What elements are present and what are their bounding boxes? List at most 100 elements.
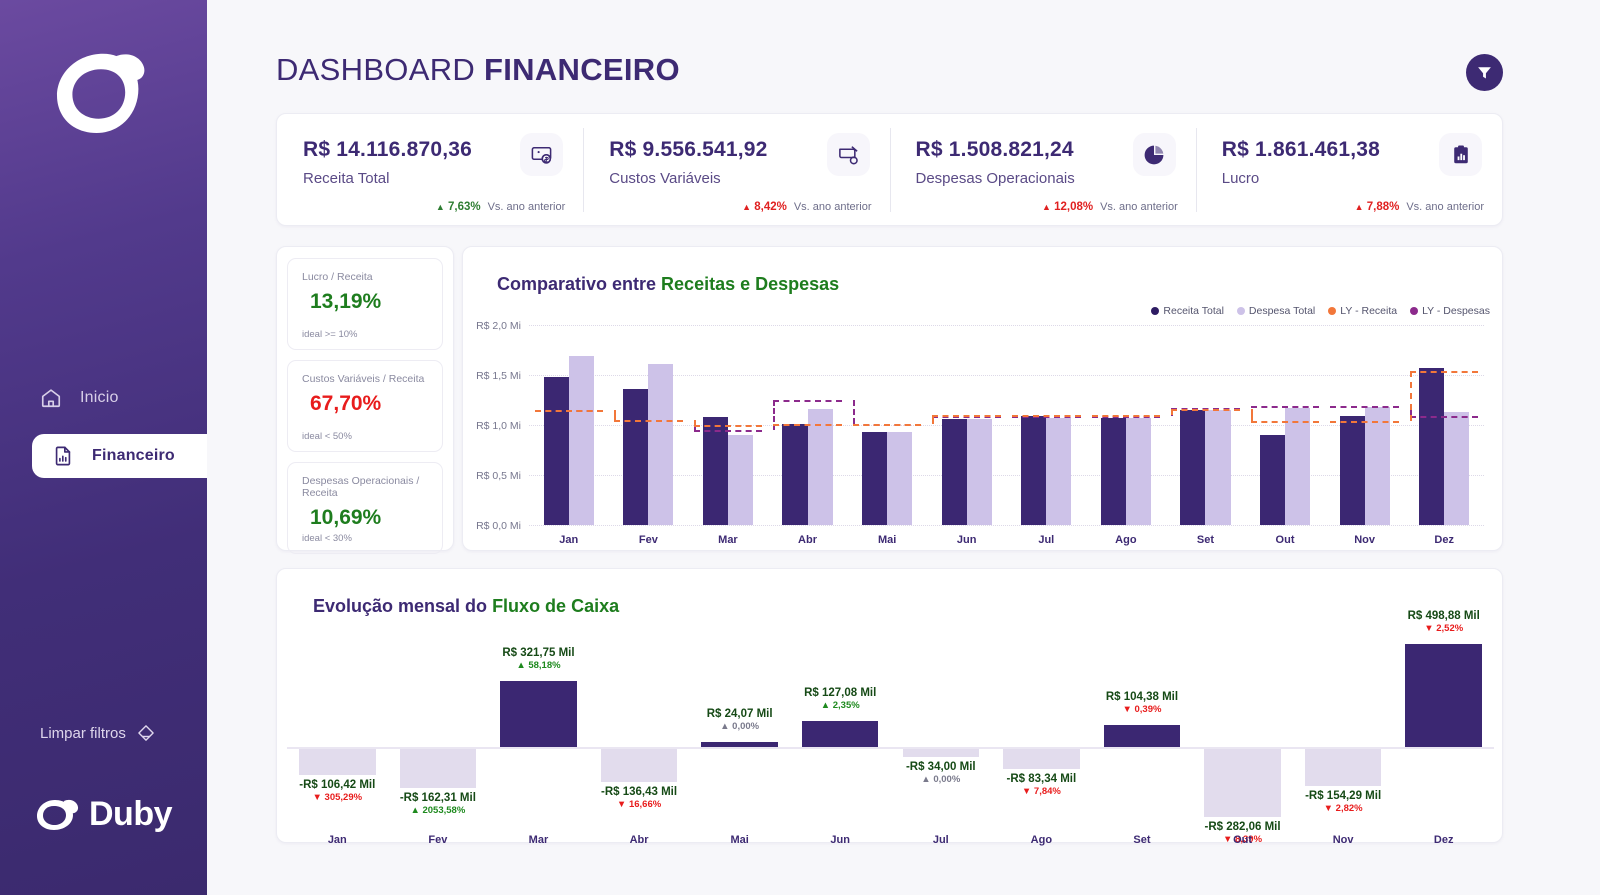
ly-receita-segment bbox=[1409, 371, 1479, 373]
bar-group[interactable]: Out bbox=[1259, 325, 1311, 546]
legend-item-3[interactable]: LY - Despesas bbox=[1410, 305, 1490, 317]
cashflow-column[interactable]: -R$ 282,06 Mil ▼ 8,39% Out bbox=[1192, 634, 1293, 846]
sidebar-item-inicio[interactable]: Inicio bbox=[0, 376, 207, 420]
cashflow-delta: ▼ 305,29% bbox=[312, 791, 363, 803]
bar-despesa-total[interactable] bbox=[887, 432, 913, 525]
ly-despesas-segment bbox=[1012, 416, 1081, 418]
bar-group[interactable]: Jan bbox=[543, 325, 594, 546]
cashflow-column[interactable]: R$ 24,07 Mil ▲ 0,00% Mai bbox=[689, 634, 790, 846]
bar-group[interactable]: Mai bbox=[862, 325, 913, 546]
bar-receita-total[interactable] bbox=[1259, 435, 1286, 525]
ly-receita-segment bbox=[1091, 414, 1161, 417]
bar-receita-total[interactable] bbox=[1339, 415, 1365, 525]
legend-label: LY - Despesas bbox=[1422, 305, 1490, 317]
kpi-card-lucro[interactable]: R$ 1.861.461,38 Lucro ▲ 7,88% Vs. ano an… bbox=[1195, 114, 1502, 225]
bar-group[interactable]: Ago bbox=[1100, 325, 1151, 546]
gridline: R$ 2,0 Mi bbox=[476, 320, 1484, 332]
cashflow-bar-negative[interactable] bbox=[1003, 749, 1080, 770]
bar-despesa-total[interactable] bbox=[807, 409, 833, 525]
ly-despesas-segment bbox=[773, 400, 842, 402]
bar-despesa-total[interactable] bbox=[1444, 412, 1470, 525]
cashflow-column[interactable]: R$ 498,88 Mil ▼ 2,52% Dez bbox=[1393, 610, 1494, 846]
bar-receita-total[interactable] bbox=[543, 377, 569, 525]
bar-despesa-total[interactable] bbox=[648, 364, 674, 525]
bar-despesa-total[interactable] bbox=[1046, 417, 1072, 525]
cashflow-label: R$ 104,38 Mil ▼ 0,39% bbox=[1076, 691, 1209, 715]
bar-group[interactable]: Dez bbox=[1419, 325, 1470, 546]
ly-receita-segment bbox=[1250, 421, 1320, 423]
cashflow-bar-negative[interactable] bbox=[600, 749, 678, 782]
cashflow-bar-negative[interactable] bbox=[399, 749, 477, 789]
cashflow-column[interactable]: -R$ 162,31 Mil ▲ 2053,58% Fev bbox=[388, 634, 489, 846]
bar-group[interactable]: Abr bbox=[782, 325, 833, 546]
cashflow-column[interactable]: -R$ 154,29 Mil ▼ 2,82% Nov bbox=[1293, 634, 1394, 846]
cashflow-label: R$ 321,75 Mil ▲ 58,18% bbox=[472, 647, 605, 671]
bar-despesa-total[interactable] bbox=[1205, 410, 1231, 525]
kpi-card-despesas-operacionais[interactable]: R$ 1.508.821,24 Despesas Operacionais ▲ … bbox=[889, 114, 1196, 225]
cashflow-column[interactable]: R$ 127,08 Mil ▲ 2,35% Jun bbox=[790, 634, 891, 846]
pie-chart-icon bbox=[1132, 133, 1176, 176]
ratio-panel: Lucro / Receita 13,19% ideal >= 10% Cust… bbox=[276, 246, 454, 554]
cashflow-column[interactable]: R$ 104,38 Mil ▼ 0,39% Set bbox=[1092, 634, 1193, 846]
legend-item-0[interactable]: Receita Total bbox=[1151, 305, 1224, 317]
ly-receita-segment bbox=[1012, 414, 1081, 417]
main-content: DASHBOARD FINANCEIRO R$ 14.116.870,36 Re… bbox=[207, 0, 1600, 895]
filter-button[interactable] bbox=[1466, 54, 1503, 91]
cashflow-bar-positive[interactable] bbox=[801, 720, 879, 747]
legend-item-2[interactable]: LY - Receita bbox=[1328, 305, 1397, 317]
bar-receita-total[interactable] bbox=[623, 389, 649, 525]
cashflow-bar-positive[interactable] bbox=[701, 742, 778, 747]
kpi-delta: ▲ 12,08% bbox=[1041, 201, 1094, 213]
bar-despesa-total[interactable] bbox=[727, 435, 753, 525]
bar-receita-total[interactable] bbox=[862, 432, 888, 525]
bar-receita-total[interactable] bbox=[1180, 410, 1206, 525]
bar-group[interactable]: Set bbox=[1180, 325, 1231, 546]
bar-group[interactable]: Jul bbox=[1021, 325, 1072, 546]
legend-item-1[interactable]: Despesa Total bbox=[1236, 305, 1315, 317]
legend-label: Receita Total bbox=[1163, 305, 1224, 317]
bar-receita-total[interactable] bbox=[941, 419, 967, 525]
ly-despesas-join bbox=[852, 400, 855, 424]
bar-group[interactable]: Mar bbox=[702, 325, 753, 546]
bar-despesa-total[interactable] bbox=[1125, 418, 1151, 525]
cashflow-bar-negative[interactable] bbox=[299, 749, 376, 775]
cashflow-bar-negative[interactable] bbox=[1304, 749, 1382, 787]
cashflow-column[interactable]: -R$ 34,00 Mil ▲ 0,00% Jul bbox=[891, 634, 992, 846]
bar-despesa-total[interactable] bbox=[966, 419, 992, 525]
cashflow-value: R$ 321,75 Mil bbox=[502, 646, 575, 659]
duby-wordmark: Duby bbox=[89, 795, 173, 833]
bar-group[interactable]: Nov bbox=[1339, 325, 1390, 546]
bar-receita-total[interactable] bbox=[1021, 416, 1047, 525]
cashflow-month-label: Ago bbox=[1030, 834, 1053, 846]
sidebar-item-financeiro[interactable]: Financeiro bbox=[32, 434, 207, 478]
cashflow-bar-negative[interactable] bbox=[902, 749, 979, 758]
cashflow-bar-positive[interactable] bbox=[1103, 725, 1181, 747]
cashflow-delta: ▲ 0,00% bbox=[921, 774, 961, 786]
bar-receita-total[interactable] bbox=[1419, 368, 1445, 525]
bar-group[interactable]: Fev bbox=[623, 325, 674, 546]
bar-despesa-total[interactable] bbox=[1285, 408, 1311, 525]
ratio-value: 13,19% bbox=[310, 290, 382, 313]
bar-despesa-total[interactable] bbox=[568, 356, 594, 525]
cashflow-bar-positive[interactable] bbox=[500, 680, 577, 747]
clear-filters-button[interactable]: Limpar filtros bbox=[40, 723, 156, 743]
ly-receita-segment bbox=[773, 424, 842, 426]
cashflow-bar-positive[interactable] bbox=[1405, 644, 1482, 747]
bar-group[interactable]: Jun bbox=[941, 325, 992, 546]
ratio-title: Despesas Operacionais / Receita bbox=[302, 475, 420, 499]
cashflow-month-label: Fev bbox=[428, 834, 448, 846]
cashflow-month-label: Jun bbox=[830, 834, 850, 846]
bar-despesa-total[interactable] bbox=[1364, 406, 1390, 525]
cashflow-bar-negative[interactable] bbox=[1204, 749, 1281, 817]
bar-receita-total[interactable] bbox=[782, 424, 808, 525]
kpi-card-custos-variaveis[interactable]: R$ 9.556.541,92 Custos Variáveis ▲ 8,42%… bbox=[583, 114, 889, 225]
x-axis-label: Nov bbox=[1354, 534, 1375, 546]
cashflow-column[interactable]: -R$ 106,42 Mil ▼ 305,29% Jan bbox=[287, 634, 388, 846]
cashflow-column[interactable]: -R$ 83,34 Mil ▼ 7,84% Ago bbox=[991, 634, 1092, 846]
bar-receita-total[interactable] bbox=[1100, 417, 1126, 525]
kpi-card-receita-total[interactable]: R$ 14.116.870,36 Receita Total ▲ 7,63% V… bbox=[277, 114, 583, 225]
zero-axis-line bbox=[287, 747, 1494, 749]
cashflow-column[interactable]: R$ 321,75 Mil ▲ 58,18% Mar bbox=[488, 634, 589, 846]
cashflow-column[interactable]: -R$ 136,43 Mil ▼ 16,66% Abr bbox=[589, 634, 690, 846]
bar-receita-total[interactable] bbox=[702, 417, 728, 525]
